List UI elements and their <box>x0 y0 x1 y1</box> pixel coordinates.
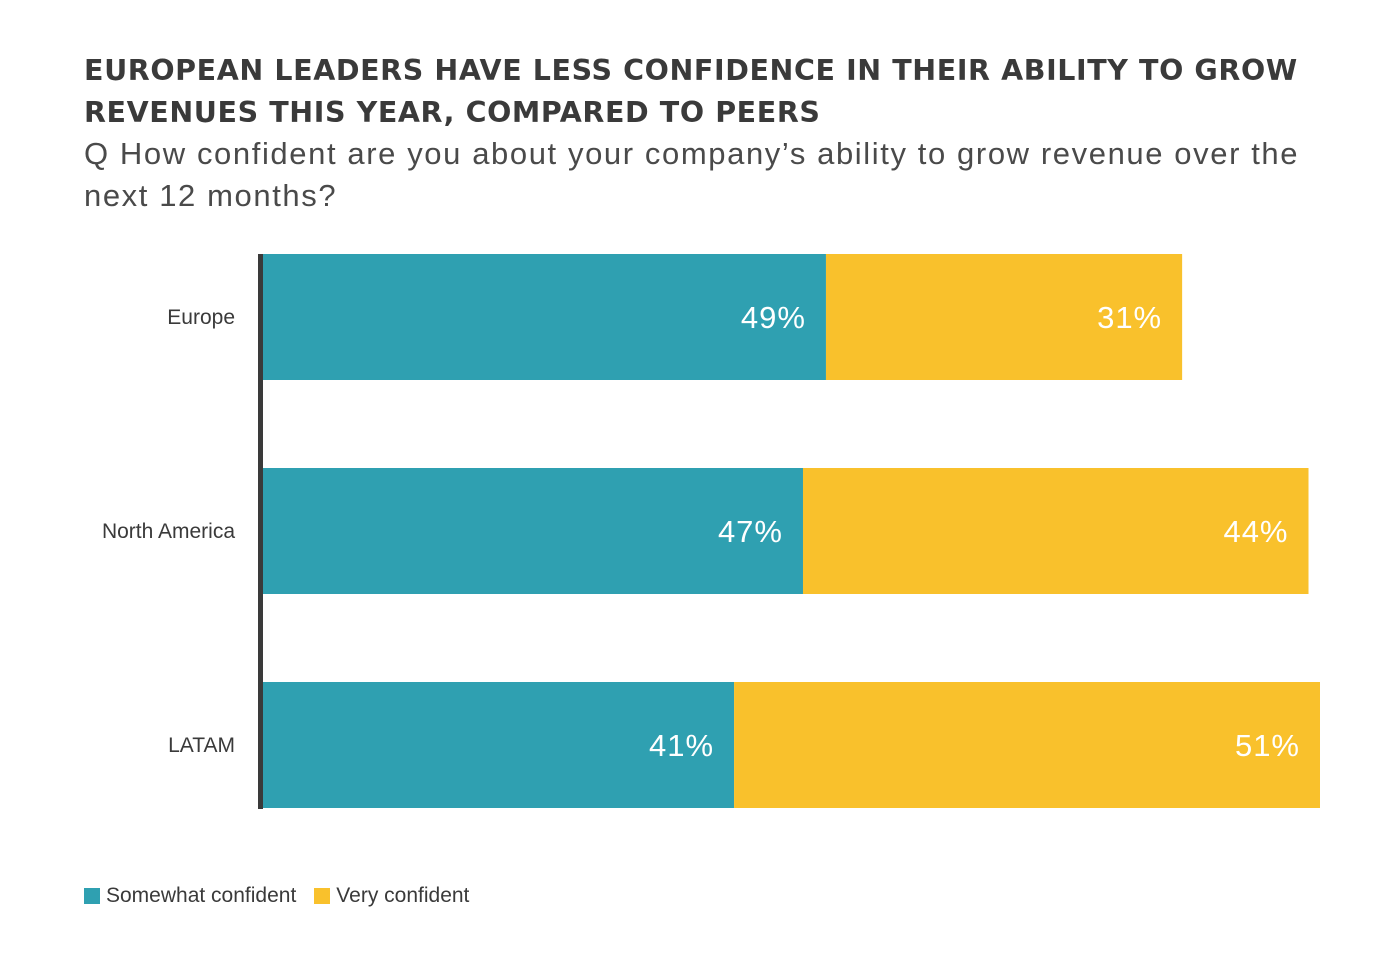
category-label-latam: LATAM <box>168 734 235 757</box>
bar-very-europe <box>825 254 1183 380</box>
chart-legend: Somewhat confident Very confident <box>84 884 487 908</box>
category-label-north-america: North America <box>102 520 235 543</box>
bar-somewhat-north-america <box>263 468 803 594</box>
data-label-very-latam: 51% <box>1235 728 1300 763</box>
chart-subtitle: Q How confident are you about your compa… <box>84 136 1300 213</box>
bar-very-latam <box>734 682 1320 808</box>
y-axis-line <box>258 254 263 809</box>
data-label-somewhat-latam: 41% <box>649 728 714 763</box>
data-label-very-europe: 31% <box>1097 300 1162 335</box>
chart-title: EUROPEAN LEADERS HAVE LESS CONFIDENCE IN… <box>84 54 1298 129</box>
legend-item-very: Very confident <box>314 884 469 908</box>
data-label-somewhat-north-america: 47% <box>718 514 783 549</box>
legend-swatch-somewhat <box>84 888 100 904</box>
bar-somewhat-latam <box>263 682 735 808</box>
legend-item-somewhat: Somewhat confident <box>84 884 296 908</box>
category-label-europe: Europe <box>167 306 235 329</box>
bar-very-north-america <box>802 468 1309 594</box>
bar-somewhat-europe <box>263 254 826 380</box>
data-label-somewhat-europe: 49% <box>741 300 806 335</box>
legend-label-somewhat: Somewhat confident <box>106 884 297 907</box>
legend-swatch-very <box>314 888 331 904</box>
data-label-very-north-america: 44% <box>1223 514 1288 549</box>
legend-label-very: Very confident <box>336 884 470 907</box>
